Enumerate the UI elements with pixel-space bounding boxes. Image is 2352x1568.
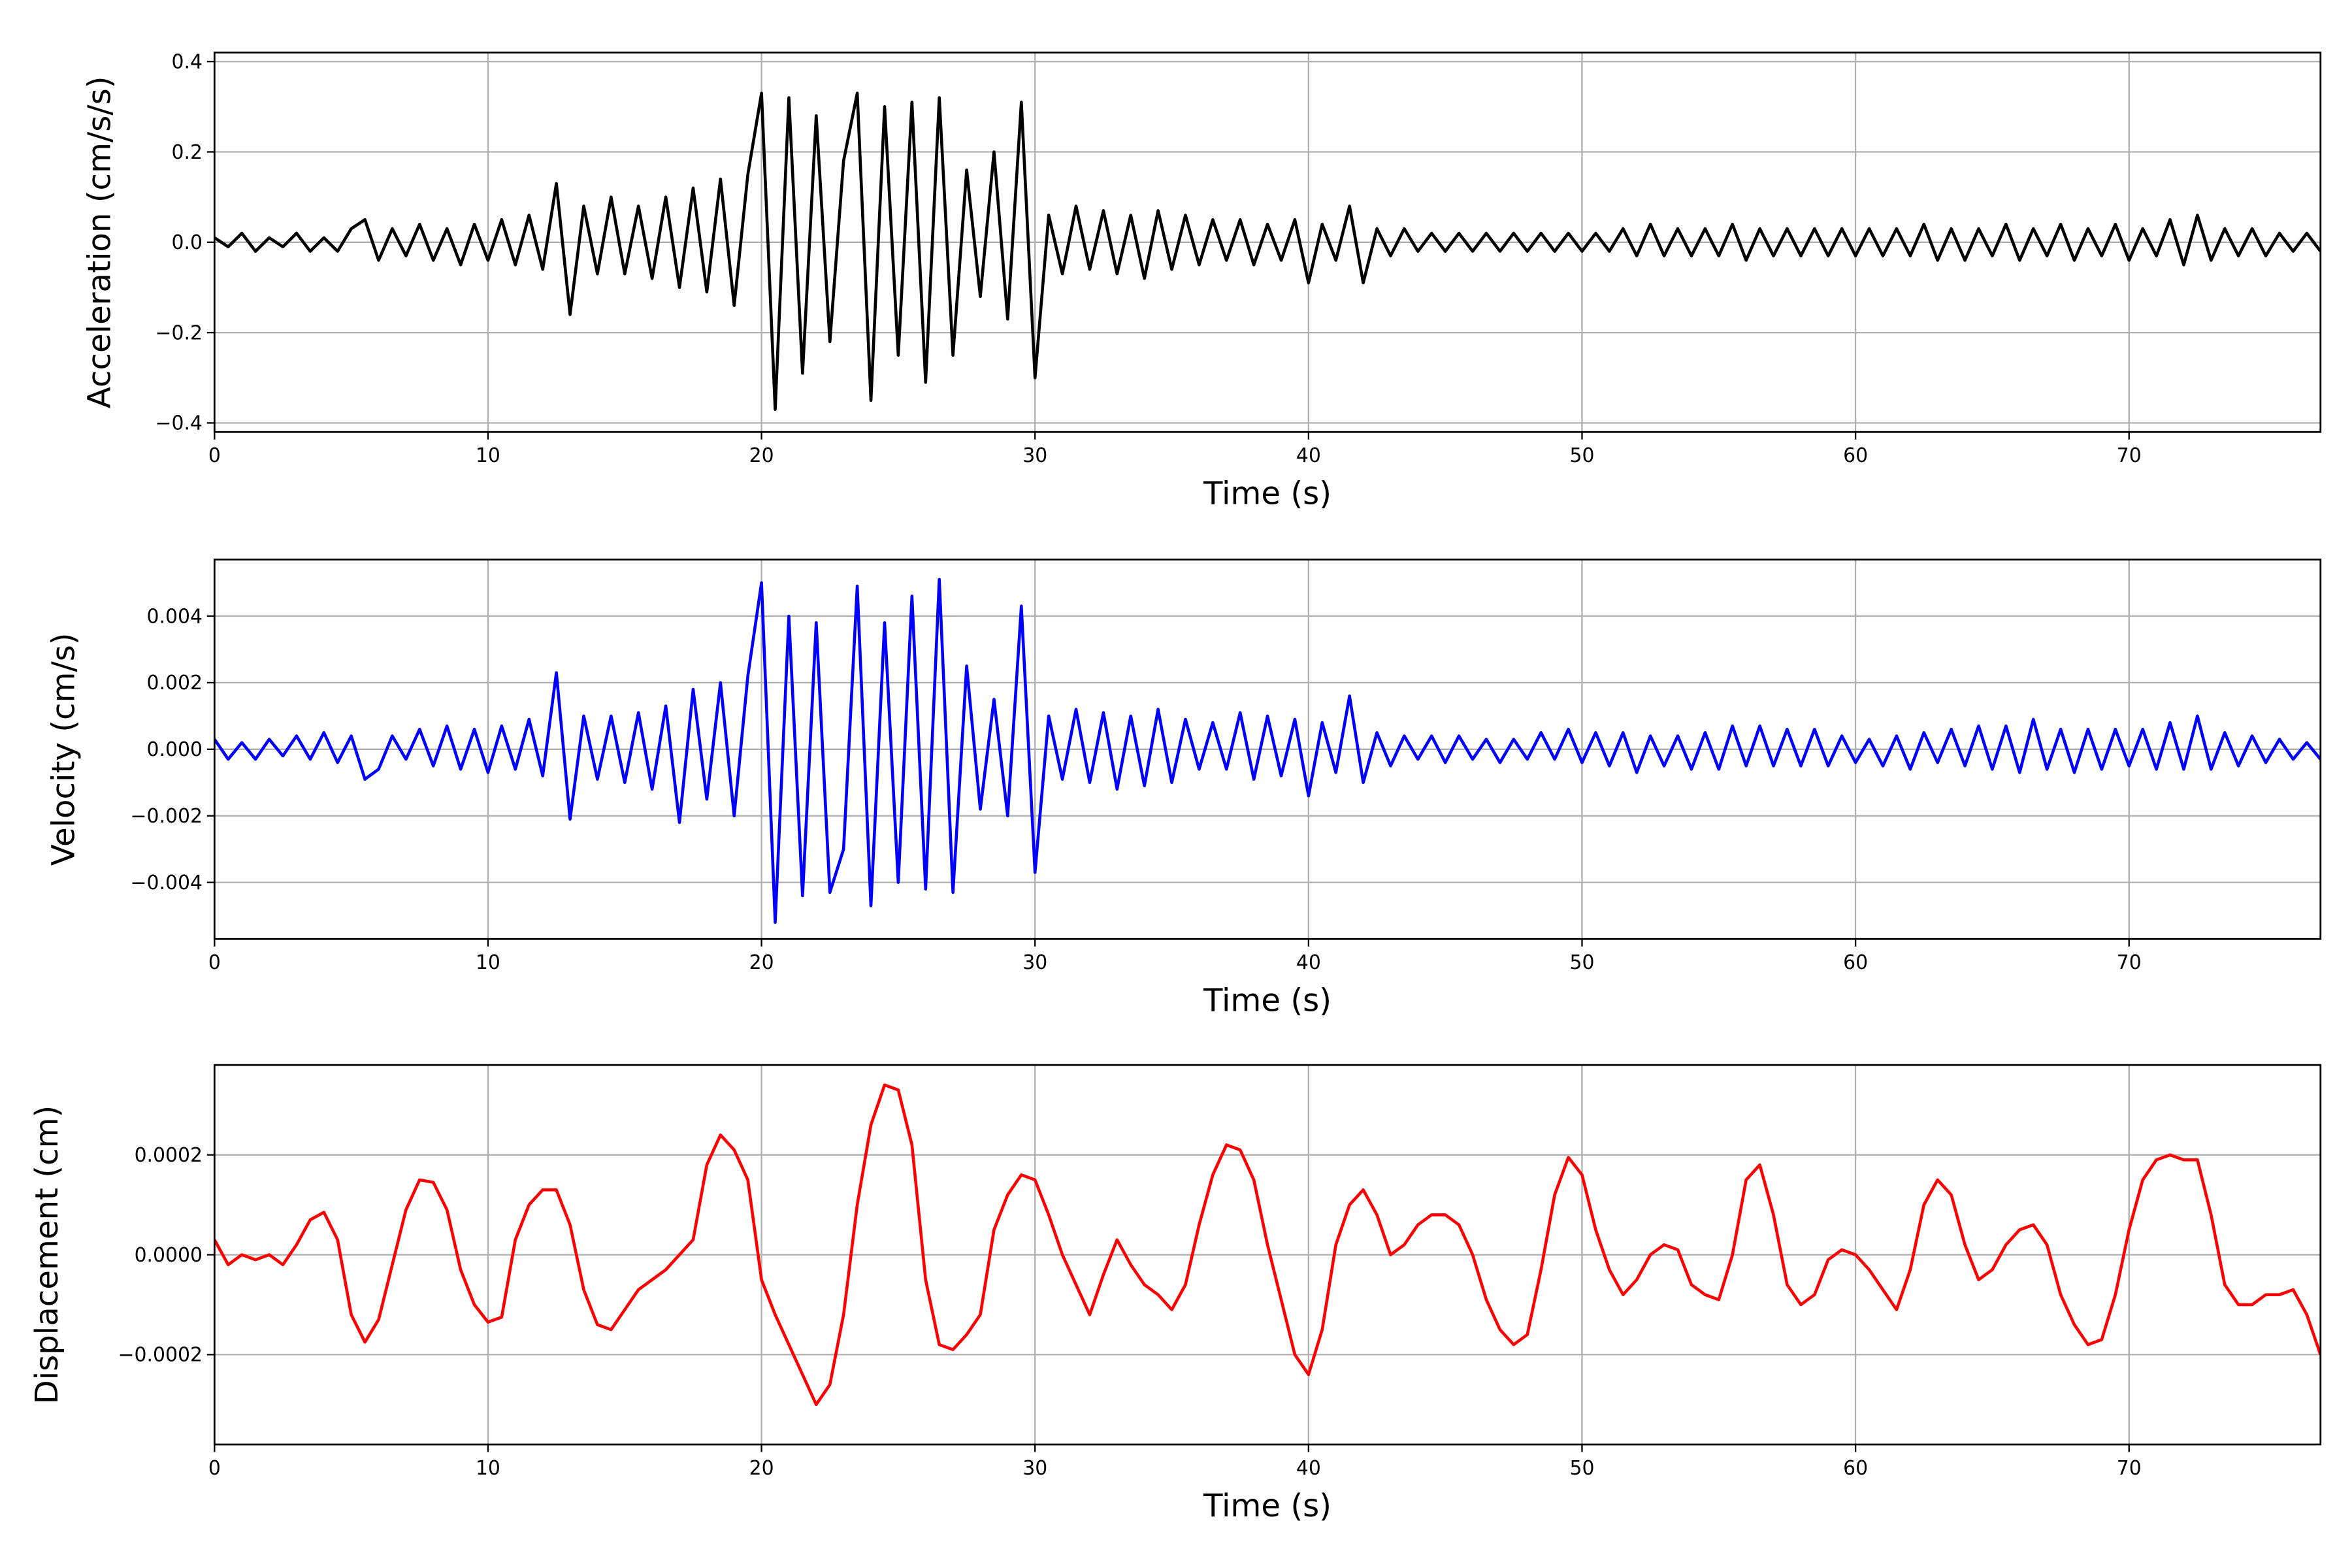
signal-line — [214, 578, 2321, 924]
x-tick-label: 50 — [1569, 951, 1594, 974]
x-tick-label: 60 — [1843, 951, 1868, 974]
x-tick-label: 20 — [749, 444, 774, 467]
x-tick-label: 40 — [1296, 1457, 1321, 1480]
y-tick-label: 0.000 — [147, 738, 203, 761]
x-tick-label: 50 — [1569, 1457, 1594, 1480]
x-tick-label: 70 — [2117, 444, 2142, 467]
x-tick-label: 40 — [1296, 951, 1321, 974]
y-tick-label: −0.2 — [155, 321, 203, 344]
x-tick-label: 20 — [749, 951, 774, 974]
plot-frame — [213, 51, 2322, 433]
x-tick-label: 10 — [476, 444, 500, 467]
y-tick-label: 0.0002 — [135, 1144, 203, 1167]
x-tick-label: 0 — [208, 951, 221, 974]
signal-line — [214, 91, 2321, 411]
plot-frame — [213, 1064, 2322, 1446]
y-tick-label: 0.4 — [172, 51, 203, 74]
x-axis-label: Time (s) — [1203, 475, 1331, 512]
x-tick-label: 10 — [476, 951, 500, 974]
x-tick-label: 20 — [749, 1457, 774, 1480]
x-tick-label: 0 — [208, 444, 221, 467]
y-tick-label: 0.2 — [172, 141, 203, 164]
plot-frame — [213, 559, 2322, 940]
x-tick-label: 30 — [1022, 444, 1047, 467]
y-axis-label: Velocity (cm/s) — [45, 632, 82, 866]
y-axis-label: Acceleration (cm/s/s) — [81, 76, 118, 408]
x-tick-label: 60 — [1843, 444, 1868, 467]
y-tick-label: −0.4 — [155, 412, 203, 435]
x-tick-label: 70 — [2117, 951, 2142, 974]
x-tick-label: 40 — [1296, 444, 1321, 467]
signal-line — [214, 1083, 2321, 1407]
y-tick-label: −0.004 — [131, 872, 203, 894]
y-axis-label: Displacement (cm) — [29, 1105, 65, 1405]
x-tick-label: 10 — [476, 1457, 500, 1480]
y-tick-label: 0.004 — [147, 605, 203, 628]
x-tick-label: 50 — [1569, 444, 1594, 467]
y-tick-label: 0.0000 — [135, 1244, 203, 1267]
y-tick-label: 0.0 — [172, 231, 203, 254]
x-tick-label: 70 — [2117, 1457, 2142, 1480]
x-axis-label: Time (s) — [1203, 1488, 1331, 1524]
x-tick-label: 30 — [1022, 951, 1047, 974]
y-tick-label: −0.0002 — [118, 1344, 203, 1367]
x-axis-label: Time (s) — [1203, 982, 1331, 1019]
y-tick-label: −0.002 — [131, 805, 203, 828]
x-tick-label: 60 — [1843, 1457, 1868, 1480]
y-tick-label: 0.002 — [147, 672, 203, 694]
x-tick-label: 30 — [1022, 1457, 1047, 1480]
x-tick-label: 0 — [208, 1457, 221, 1480]
